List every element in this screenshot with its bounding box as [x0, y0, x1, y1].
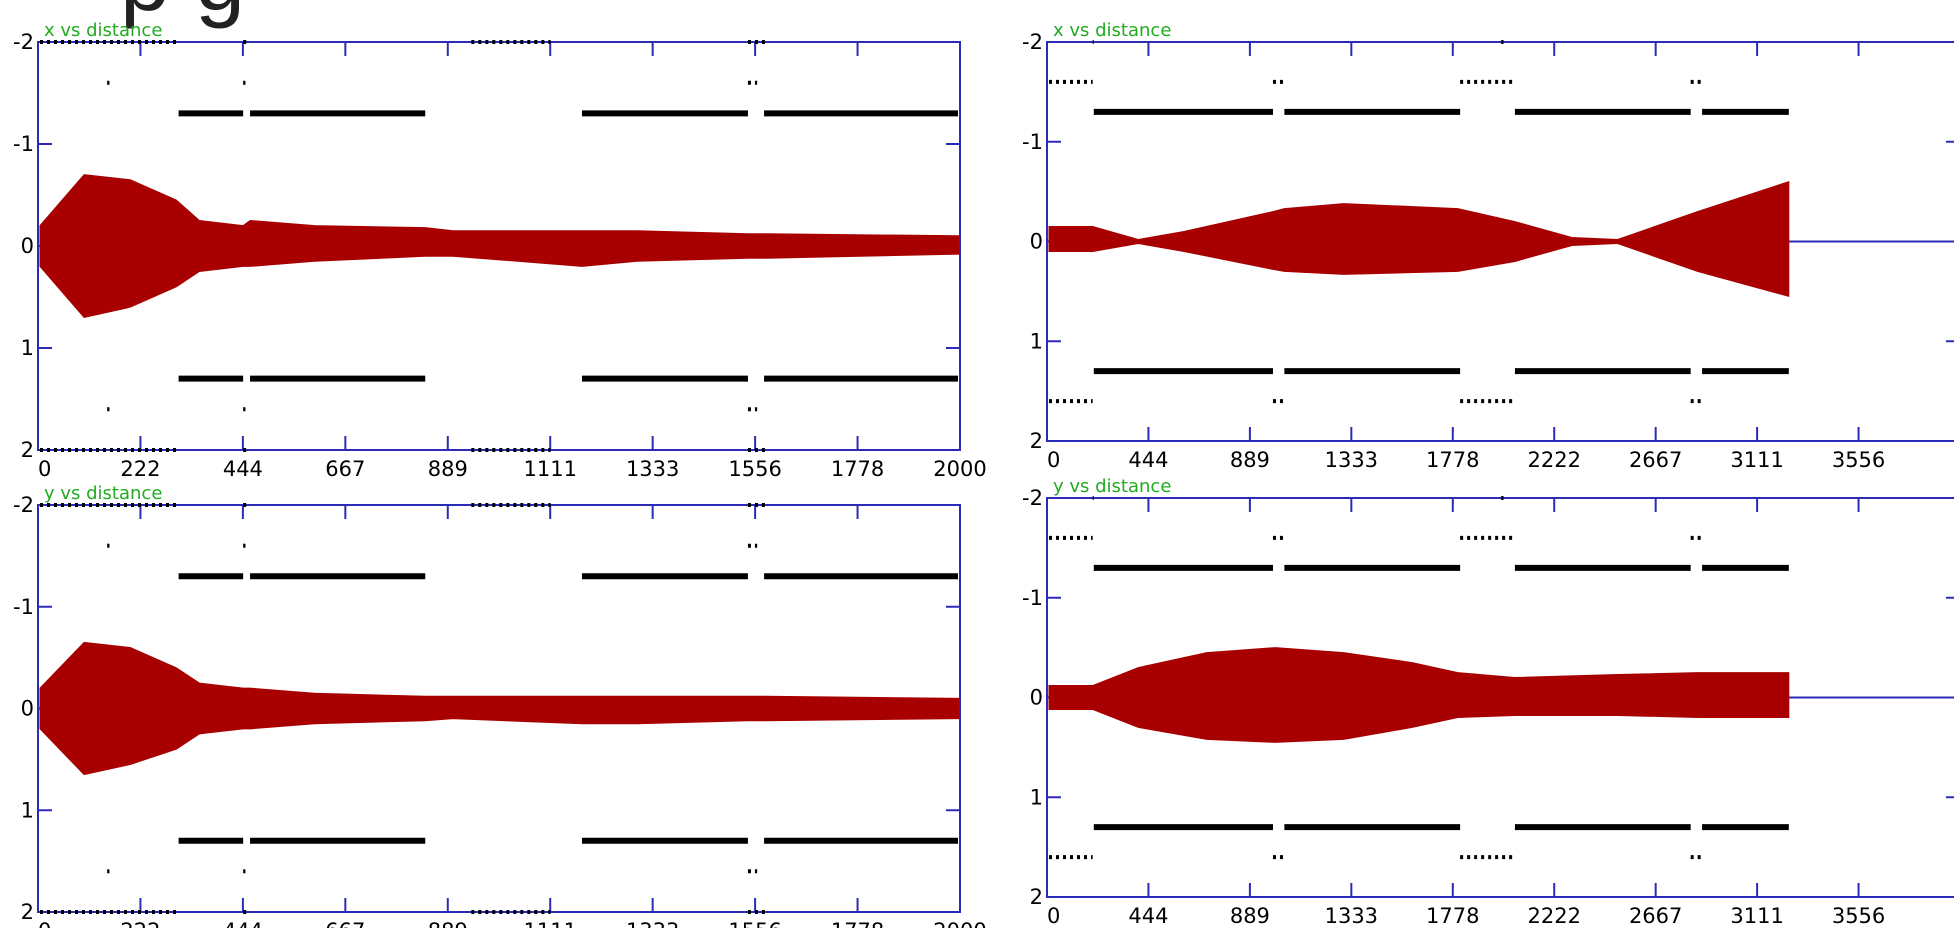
x-tick-label: 889 [428, 457, 468, 481]
chart-title: x vs distance [1053, 20, 1171, 41]
x-tick-label: 2000 [933, 457, 986, 481]
x-tick-label: 2000 [933, 919, 986, 928]
x-tick-label: 3111 [1730, 904, 1783, 928]
chart-title: x vs distance [44, 20, 162, 41]
y-tick-label: 2 [21, 900, 34, 924]
x-tick-label: 3111 [1730, 448, 1783, 472]
chart-panel-4: y vs distance 0 444 889 1333 1778 2222 2667 3111… [1022, 476, 1954, 928]
x-tick-label: 1778 [831, 457, 884, 481]
x-tick-label: 1333 [1325, 448, 1378, 472]
x-tick-label: 1333 [626, 919, 679, 928]
x-tick-label: 889 [1230, 448, 1270, 472]
x-tick-label: 222 [120, 919, 160, 928]
y-tick-label: 2 [1030, 429, 1043, 453]
y-tick-label: 0 [1030, 230, 1043, 254]
y-tick-label: -1 [1022, 586, 1043, 610]
y-tick-label: 1 [21, 336, 34, 360]
oscillation-envelope [39, 641, 960, 776]
x-tick-label: 444 [1128, 904, 1168, 928]
x-tick-label: 2222 [1527, 448, 1580, 472]
x-tick-label: 0 [1047, 448, 1060, 472]
x-tick-label: 1111 [523, 919, 576, 928]
x-tick-label: 667 [325, 919, 365, 928]
x-tick-label: 889 [1230, 904, 1270, 928]
x-tick-label: 444 [223, 457, 263, 481]
x-tick-label: 1778 [1426, 448, 1479, 472]
y-tick-label: -2 [13, 30, 34, 54]
oscillation-envelope [1048, 647, 1790, 743]
y-tick-label: 2 [21, 438, 34, 462]
chart-title: y vs distance [44, 483, 162, 504]
x-tick-label: 0 [1047, 904, 1060, 928]
chart-panel-1: x vs distance 0 222 444 667 889 1111 1333 1556 17… [13, 20, 987, 481]
chart-title: y vs distance [1053, 476, 1171, 497]
x-tick-label: 444 [1128, 448, 1168, 472]
y-tick-label: -2 [1022, 30, 1043, 54]
header-text-fragment: p g [120, 0, 245, 30]
x-tick-label: 1556 [728, 457, 781, 481]
y-tick-label: 1 [21, 798, 34, 822]
chart-panel-3: y vs distance 0 222 444 667 889 1111 1333 1556 17… [13, 483, 987, 928]
y-tick-label: -2 [13, 493, 34, 517]
y-tick-label: 2 [1030, 885, 1043, 909]
y-tick-label: -1 [13, 595, 34, 619]
y-tick-label: 0 [21, 234, 34, 258]
x-tick-label: 1778 [831, 919, 884, 928]
x-tick-label: 1111 [523, 457, 576, 481]
x-tick-label: 1556 [728, 919, 781, 928]
x-tick-label: 0 [38, 919, 51, 928]
x-tick-label: 889 [428, 919, 468, 928]
y-tick-label: 1 [1030, 785, 1043, 809]
y-tick-label: 1 [1030, 329, 1043, 353]
x-tick-label: 3556 [1832, 904, 1885, 928]
x-tick-label: 222 [120, 457, 160, 481]
x-tick-label: 0 [38, 457, 51, 481]
oscillation-envelope [39, 174, 960, 318]
x-tick-label: 444 [223, 919, 263, 928]
oscillation-envelope [1048, 180, 1790, 298]
chart-panel-2: x vs distance 0 444 889 1333 1778 2222 2667 3111… [1022, 20, 1954, 472]
y-tick-label: -1 [1022, 130, 1043, 154]
x-tick-label: 2667 [1629, 904, 1682, 928]
y-tick-label: 0 [1030, 686, 1043, 710]
x-tick-label: 2667 [1629, 448, 1682, 472]
x-tick-label: 1333 [626, 457, 679, 481]
x-tick-label: 1778 [1426, 904, 1479, 928]
x-tick-label: 1333 [1325, 904, 1378, 928]
y-tick-label: -2 [1022, 486, 1043, 510]
x-tick-label: 667 [325, 457, 365, 481]
y-tick-label: -1 [13, 132, 34, 156]
y-tick-label: 0 [21, 697, 34, 721]
x-tick-label: 2222 [1527, 904, 1580, 928]
x-tick-label: 3556 [1832, 448, 1885, 472]
